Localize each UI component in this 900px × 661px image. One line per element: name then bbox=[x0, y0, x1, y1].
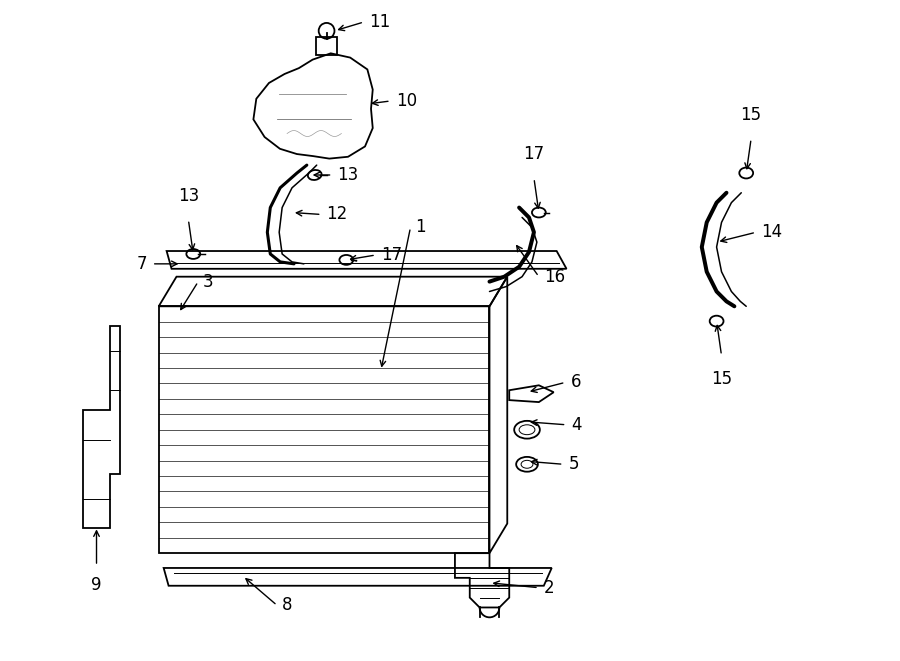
Text: 14: 14 bbox=[761, 223, 782, 241]
Text: 11: 11 bbox=[369, 13, 391, 31]
Text: 12: 12 bbox=[327, 206, 347, 223]
Text: 17: 17 bbox=[381, 246, 402, 264]
Text: 1: 1 bbox=[416, 218, 426, 237]
Text: 9: 9 bbox=[91, 576, 102, 594]
Text: 13: 13 bbox=[177, 186, 199, 205]
Text: 16: 16 bbox=[544, 268, 565, 286]
Text: 3: 3 bbox=[203, 272, 214, 291]
Text: 5: 5 bbox=[569, 455, 579, 473]
Text: 13: 13 bbox=[338, 166, 359, 184]
Text: 15: 15 bbox=[741, 106, 761, 124]
Text: 4: 4 bbox=[572, 416, 582, 434]
Text: 8: 8 bbox=[282, 596, 292, 615]
Text: 17: 17 bbox=[524, 145, 544, 163]
Text: 2: 2 bbox=[544, 579, 554, 597]
Text: 10: 10 bbox=[396, 92, 417, 110]
Text: 15: 15 bbox=[711, 370, 732, 389]
Text: 7: 7 bbox=[137, 255, 147, 273]
Text: 6: 6 bbox=[571, 373, 581, 391]
